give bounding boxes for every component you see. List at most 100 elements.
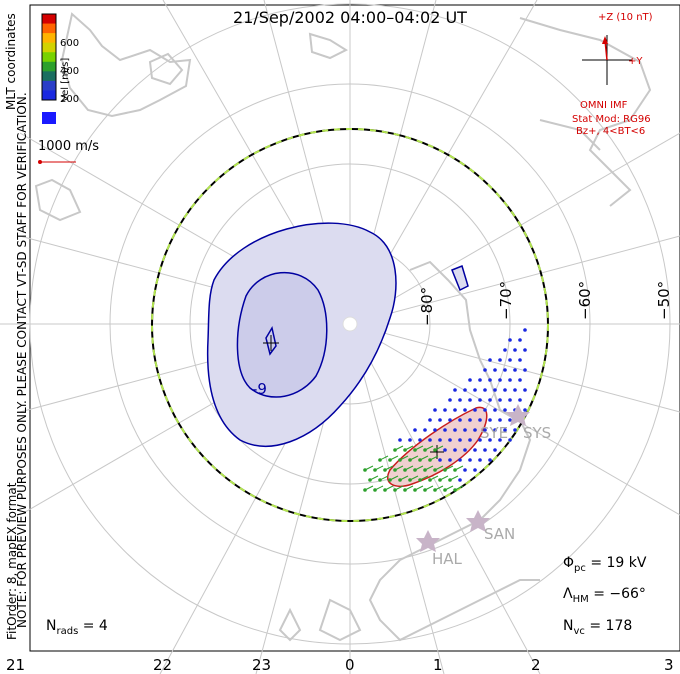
vector-line (409, 455, 419, 461)
vector-line (404, 445, 414, 451)
vector-dot (433, 428, 437, 432)
vector-line (449, 475, 459, 481)
mlt-tick-3: 3 (664, 656, 674, 674)
vector-line (414, 485, 424, 491)
vector-line (364, 465, 374, 471)
vector-line (454, 465, 464, 471)
vector-dot (463, 468, 467, 472)
vector-dot (478, 378, 482, 382)
colorbar-segment (42, 42, 56, 53)
vector-dot (488, 438, 492, 442)
vector-dot (488, 378, 492, 382)
imf-z-label: +Z (10 nT) (598, 12, 653, 23)
vector-dot (468, 458, 472, 462)
vector-dot (448, 438, 452, 442)
vector-dot (413, 428, 417, 432)
nvc-subscript: vc (573, 626, 585, 637)
vector-dot (513, 388, 517, 392)
vector-dot (453, 448, 457, 452)
vector-line (379, 455, 389, 461)
vector-dot (518, 358, 522, 362)
vector-line (404, 485, 414, 491)
vector-line (434, 445, 444, 451)
vector-dot (498, 438, 502, 442)
hmb-latitude: ΛHM = −66° (563, 586, 646, 605)
velocity-scale-label: 1000 m/s (38, 139, 100, 154)
lat-label-60: −60° (576, 280, 594, 320)
vector-dot (508, 378, 512, 382)
vector-dot (473, 428, 477, 432)
vector-dot (463, 448, 467, 452)
lambda-value: = −66° (593, 586, 646, 602)
vector-line (424, 465, 434, 471)
hmb-boundary (151, 128, 549, 522)
negative-potential-cell (206, 222, 469, 447)
nrads-subscript: rads (56, 626, 79, 637)
vector-dot (473, 468, 477, 472)
vector-dot (498, 398, 502, 402)
mlt-tick-1: 1 (433, 656, 443, 674)
vector-dot (483, 408, 487, 412)
vector-dot (468, 398, 472, 402)
nrads-value: = 4 (82, 618, 108, 634)
imf-source-label: OMNI IMF (580, 100, 628, 111)
vector-dot (513, 348, 517, 352)
vector-dot (503, 348, 507, 352)
vector-dot (518, 378, 522, 382)
vector-dot (428, 438, 432, 442)
vector-dot (503, 408, 507, 412)
phi-symbol: Φ (563, 555, 575, 571)
colorbar-frame (41, 13, 57, 101)
vector-line (374, 485, 384, 491)
vector-line (384, 485, 394, 491)
colorbar-segment (42, 52, 56, 63)
vector-line (434, 465, 444, 471)
vector-line (454, 485, 464, 491)
map-title: 21/Sep/2002 04:00–04:02 UT (233, 8, 467, 27)
imf-model-label: Stat Mod: RG96 (572, 114, 651, 125)
radar-label-hal: HAL (432, 550, 462, 568)
vector-line (394, 485, 404, 491)
vector-dot (473, 388, 477, 392)
velocity-vectors (363, 328, 527, 492)
vector-dot (493, 388, 497, 392)
vector-dot (503, 428, 507, 432)
radar-sites (416, 404, 530, 552)
vector-dot (503, 368, 507, 372)
phi-subscript: pc (574, 563, 586, 574)
vector-line (414, 445, 424, 451)
vector-dot (488, 358, 492, 362)
imf-condition-label: Bz+, 4<BT<6 (576, 126, 646, 137)
colorbar-low-segment (42, 112, 56, 124)
vector-line (379, 475, 389, 481)
vector-line (439, 475, 449, 481)
vector-dot (428, 418, 432, 422)
mlt-tick-0: 0 (345, 656, 355, 674)
vector-dot (463, 428, 467, 432)
colorbar-tick-200: 200 (60, 94, 80, 105)
vector-dot (493, 428, 497, 432)
vector-dot (453, 408, 457, 412)
vector-dot (468, 418, 472, 422)
vector-dot (458, 458, 462, 462)
pole-marker (342, 316, 358, 332)
vector-dot (438, 438, 442, 442)
vector-line (389, 455, 399, 461)
vector-dot (483, 448, 487, 452)
vector-dot (523, 368, 527, 372)
vector-line (409, 475, 419, 481)
vector-dot (438, 458, 442, 462)
vector-dot (478, 458, 482, 462)
vector-line (444, 485, 454, 491)
velocity-scale-vector (38, 160, 76, 164)
vector-dot (483, 368, 487, 372)
vector-line (384, 465, 394, 471)
vector-dot (523, 348, 527, 352)
vector-dot (498, 378, 502, 382)
vector-line (374, 465, 384, 471)
vector-dot (523, 408, 527, 412)
vector-count: Nvc = 178 (563, 618, 632, 637)
lat-label-80: −80° (418, 286, 436, 326)
radar-count: Nrads = 4 (46, 618, 108, 637)
